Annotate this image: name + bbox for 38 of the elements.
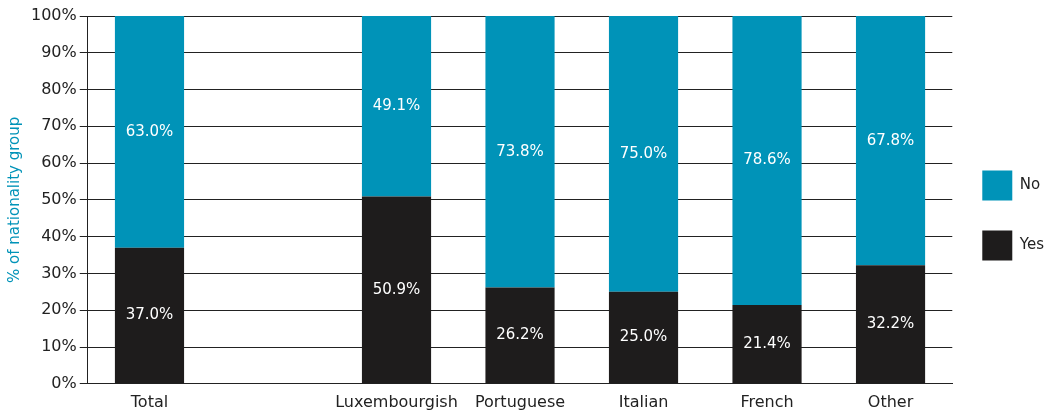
x-tick-label: Italian xyxy=(618,391,669,411)
y-tick-label: 80% xyxy=(41,78,77,98)
data-label: 67.8% xyxy=(866,130,915,149)
data-label: 50.9% xyxy=(372,279,421,298)
x-tick-label: Total xyxy=(129,391,169,411)
bar xyxy=(855,16,926,266)
bar xyxy=(608,16,679,292)
data-label: 21.4% xyxy=(743,334,791,353)
y-tick-label: 10% xyxy=(41,336,77,356)
data-label: 25.0% xyxy=(619,327,668,346)
y-tick-label: 60% xyxy=(41,152,77,172)
y-tick-label: 50% xyxy=(41,189,77,209)
y-tick-label: 90% xyxy=(41,41,77,61)
bar xyxy=(114,16,185,248)
y-tick-label: 100% xyxy=(30,5,77,25)
data-label: 75.0% xyxy=(619,143,668,162)
y-axis-title: % of nationality group xyxy=(4,116,23,284)
y-tick-label: 0% xyxy=(51,372,77,392)
y-tick-label: 70% xyxy=(41,115,77,135)
bar xyxy=(361,16,432,197)
data-label: 63.0% xyxy=(125,121,174,140)
legend-label: Yes xyxy=(1018,235,1045,254)
data-label: 49.1% xyxy=(372,96,421,115)
x-tick-label: French xyxy=(740,391,794,411)
legend-label: No xyxy=(1019,175,1041,194)
data-label: 78.6% xyxy=(743,150,791,169)
y-tick-label: 30% xyxy=(41,262,77,282)
y-tick-label: 20% xyxy=(41,299,77,319)
bar xyxy=(485,16,555,288)
x-tick-label: Luxembourgish xyxy=(335,391,458,411)
data-label: 37.0% xyxy=(125,305,174,324)
data-label: 73.8% xyxy=(496,141,544,160)
x-tick-label: Portuguese xyxy=(474,391,566,411)
data-label: 32.2% xyxy=(866,314,915,333)
x-tick-label: Other xyxy=(867,391,914,411)
bar xyxy=(732,16,802,306)
y-tick-label: 40% xyxy=(41,225,77,245)
data-label: 26.2% xyxy=(496,325,544,344)
